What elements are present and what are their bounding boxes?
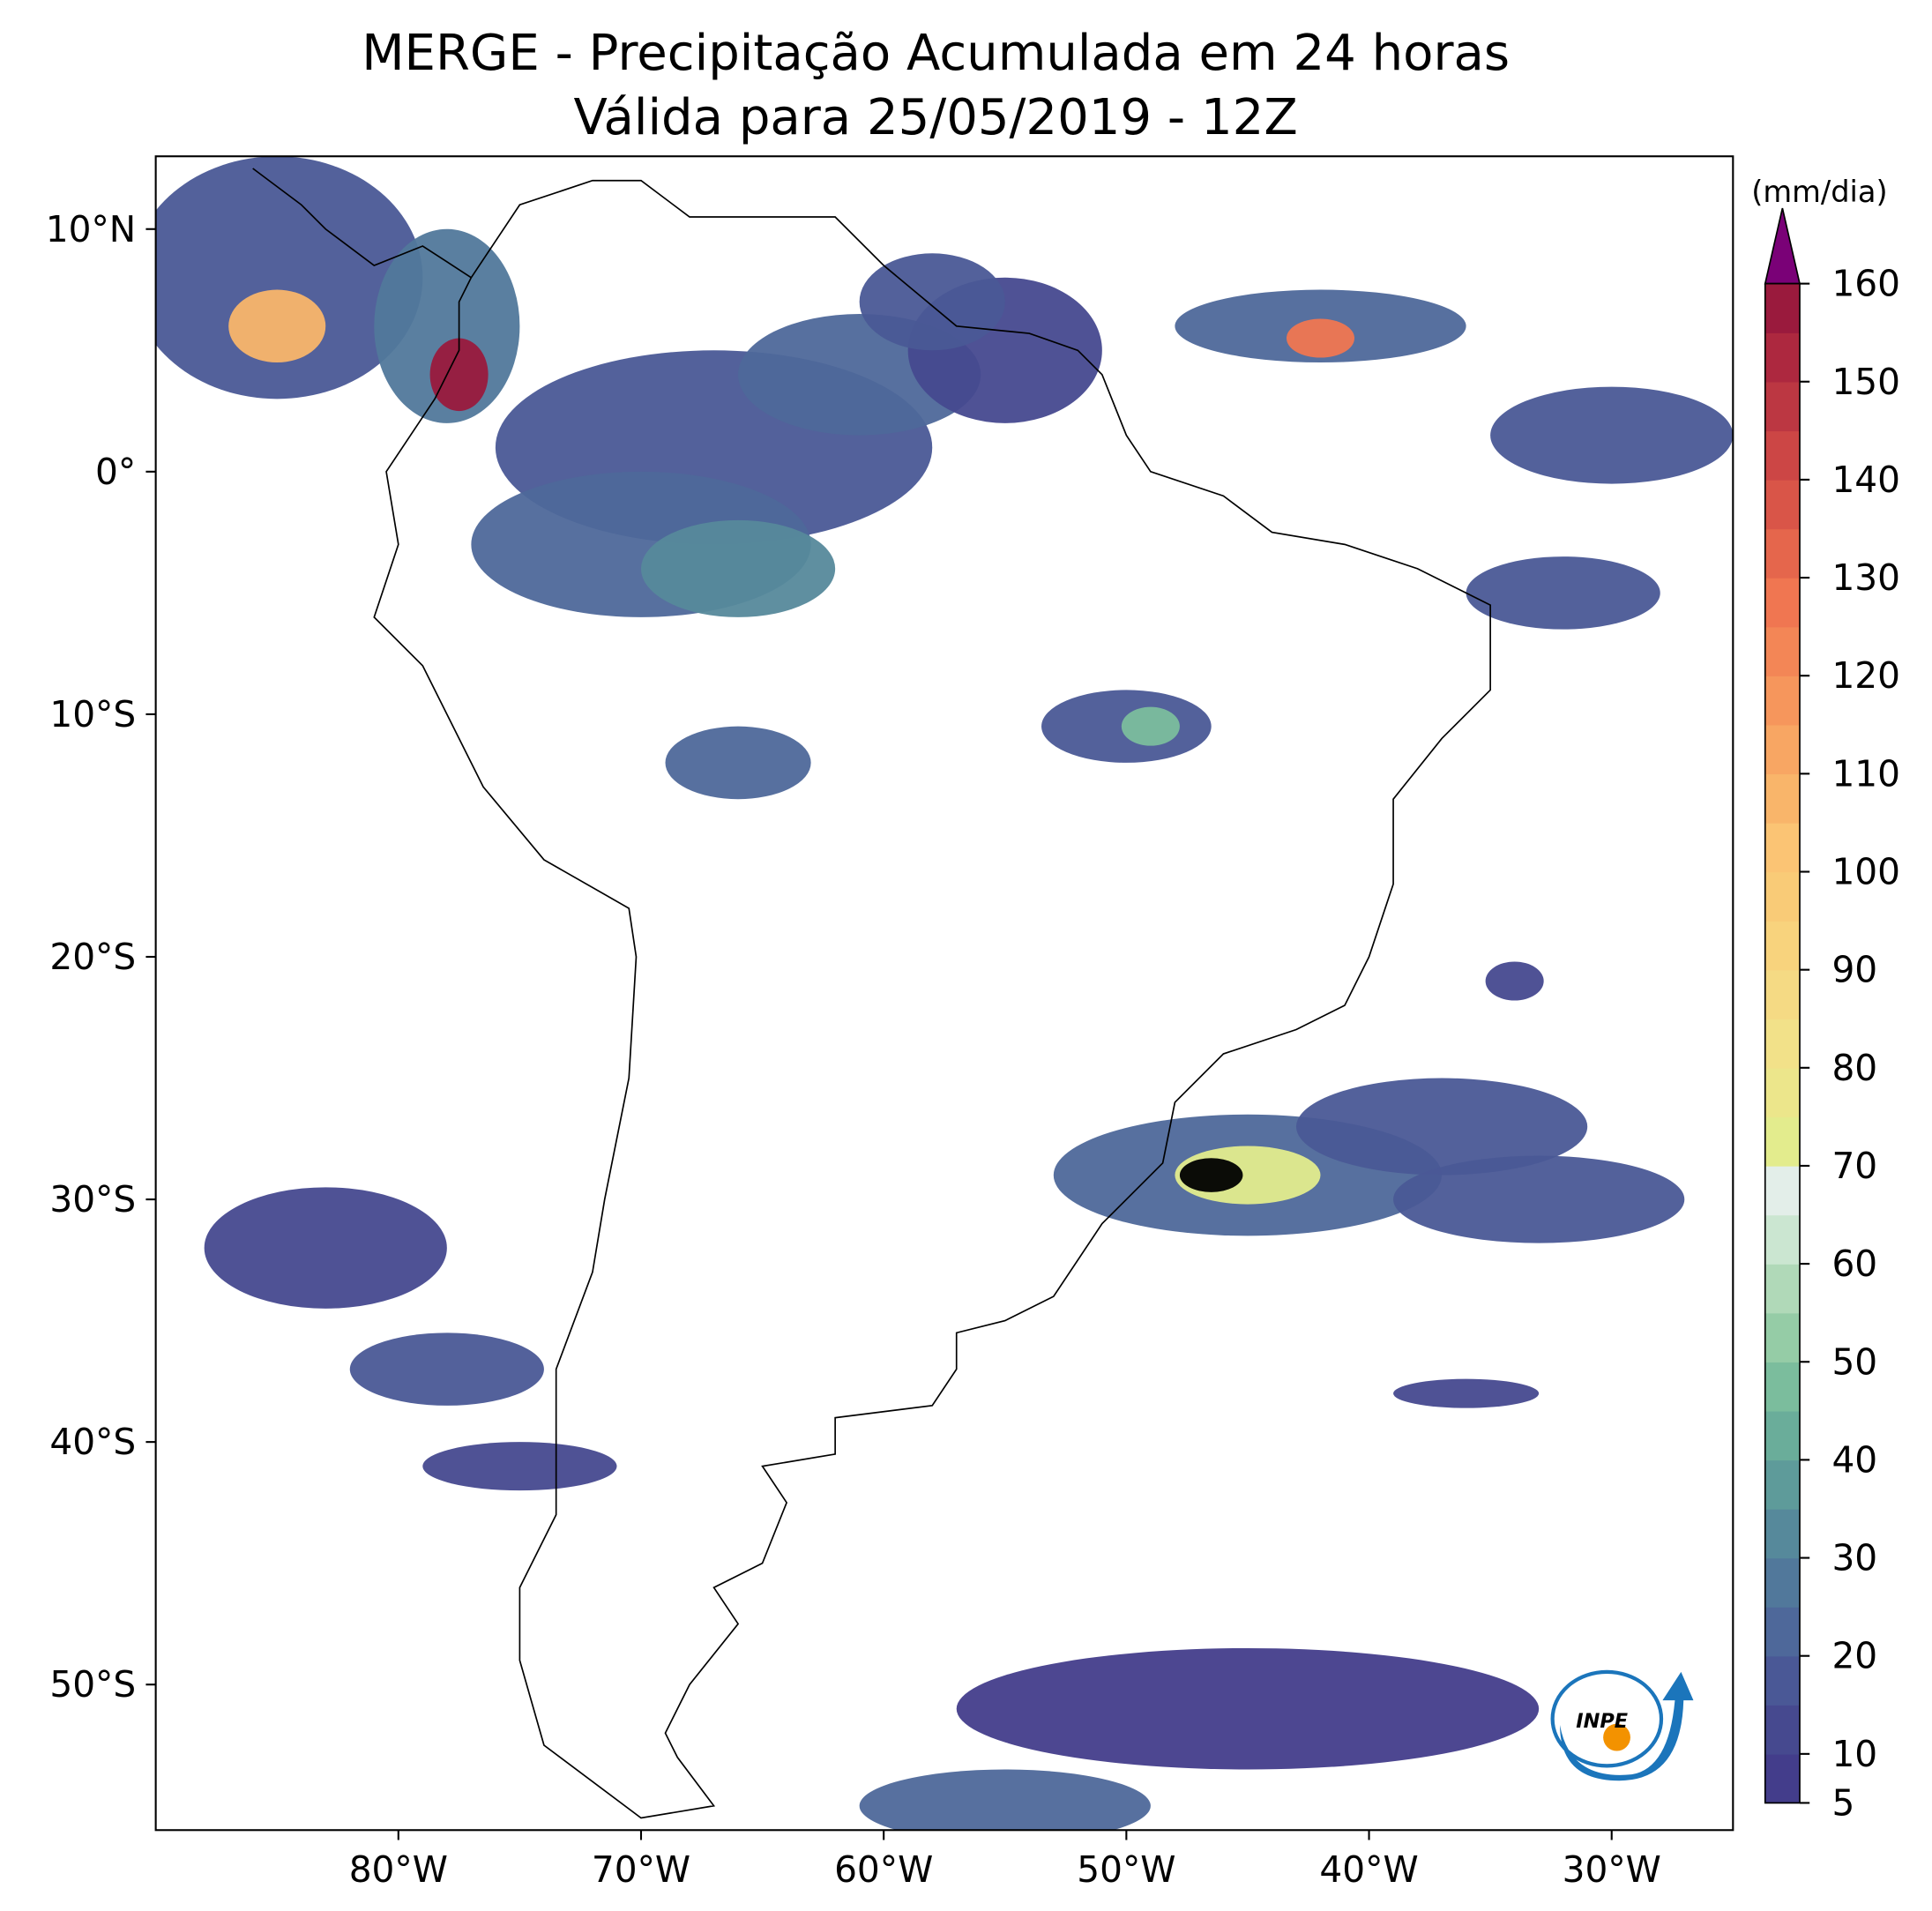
colorbar-tick-label: 80 xyxy=(1831,1047,1877,1089)
colorbar-band xyxy=(1764,1214,1801,1265)
precip-patch xyxy=(1466,556,1660,630)
precip-patch xyxy=(859,253,1005,351)
colorbar-band xyxy=(1764,724,1801,775)
colorbar-band xyxy=(1764,676,1801,726)
colorbar-band xyxy=(1764,969,1801,1019)
y-tick-label: 0° xyxy=(95,451,136,493)
coastline xyxy=(373,179,1491,1819)
precip-patch xyxy=(1485,961,1544,1001)
precip-patch xyxy=(155,156,423,399)
colorbar-band xyxy=(1764,1508,1801,1559)
colorbar-tick-label: 160 xyxy=(1831,263,1900,305)
logo: INPE xyxy=(1550,1669,1694,1781)
colorbar-band xyxy=(1764,528,1801,579)
colorbar-band xyxy=(1764,1362,1801,1412)
y-tick-label: 10°S xyxy=(49,693,136,735)
colorbar-band xyxy=(1764,1165,1801,1216)
colorbar-band xyxy=(1764,283,1801,333)
x-tick-label: 30°W xyxy=(1563,1848,1661,1891)
y-tick-label: 10°N xyxy=(46,208,136,250)
colorbar-extension xyxy=(1764,207,1801,285)
colorbar-tick-label: 140 xyxy=(1831,459,1900,501)
colorbar-band xyxy=(1764,1067,1801,1118)
precip-patch xyxy=(429,338,489,412)
colorbar-band xyxy=(1764,1264,1801,1314)
colorbar-label: (mm/dia) xyxy=(1751,175,1887,209)
colorbar-tick-label: 90 xyxy=(1831,949,1877,991)
precip-patch xyxy=(228,289,326,363)
colorbar-band xyxy=(1764,1557,1801,1608)
colorbar-band xyxy=(1764,626,1801,676)
precip-patch xyxy=(1286,318,1355,358)
map-frame xyxy=(154,155,1734,1832)
colorbar-band xyxy=(1764,1655,1801,1706)
coastline xyxy=(252,168,472,279)
title-line: Válida para 25/05/2019 - 12Z xyxy=(574,89,1298,146)
precip-patch xyxy=(859,1769,1151,1831)
y-tick-label: 50°S xyxy=(49,1663,136,1706)
logo-ring xyxy=(1550,1669,1664,1768)
colorbar-band xyxy=(1764,1607,1801,1657)
colorbar-band xyxy=(1764,430,1801,481)
colorbar-band xyxy=(1764,1410,1801,1461)
colorbar-tick-label: 60 xyxy=(1831,1243,1877,1285)
precip-patch xyxy=(1393,1155,1685,1243)
logo-arrow xyxy=(1560,1671,1694,1781)
precip-patch xyxy=(640,519,836,617)
colorbar-tick-label: 10 xyxy=(1831,1733,1877,1775)
precip-patch xyxy=(1490,386,1734,484)
colorbar-band xyxy=(1764,381,1801,432)
x-tick-label: 70°W xyxy=(592,1848,690,1891)
colorbar-tick-label: 50 xyxy=(1831,1340,1877,1383)
logo-dot xyxy=(1603,1723,1630,1751)
precip-patch xyxy=(204,1187,447,1309)
precip-patch xyxy=(349,1332,544,1406)
colorbar-tick-label: 70 xyxy=(1831,1145,1877,1187)
colorbar-band xyxy=(1764,1705,1801,1755)
precip-patch xyxy=(956,1647,1540,1770)
colorbar-tick-label: 150 xyxy=(1831,361,1900,403)
x-tick-label: 80°W xyxy=(349,1848,448,1891)
colorbar-tick-label: 130 xyxy=(1831,556,1900,599)
colorbar-tick-label: 20 xyxy=(1831,1635,1877,1677)
colorbar-band xyxy=(1764,1019,1801,1069)
precip-patch xyxy=(1393,1378,1540,1408)
y-tick-label: 30°S xyxy=(49,1178,136,1221)
colorbar-band xyxy=(1764,822,1801,873)
precip-patch xyxy=(1179,1158,1243,1192)
colorbar-tick-label: 100 xyxy=(1831,851,1900,893)
colorbar-band xyxy=(1764,921,1801,971)
colorbar-band xyxy=(1764,1753,1801,1804)
colorbar-band xyxy=(1764,332,1801,383)
colorbar-band xyxy=(1764,578,1801,628)
precip-patch xyxy=(422,1442,617,1491)
map-area xyxy=(155,156,1734,1831)
colorbar-tick-label: 5 xyxy=(1831,1781,1854,1824)
colorbar-frame xyxy=(1764,282,1801,1804)
colorbar-band xyxy=(1764,773,1801,824)
precip-patch xyxy=(1295,1078,1588,1176)
colorbar-band xyxy=(1764,1312,1801,1362)
x-tick-label: 40°W xyxy=(1319,1848,1418,1891)
colorbar-tick-label: 30 xyxy=(1831,1537,1877,1579)
logo-text: INPE xyxy=(1576,1710,1629,1733)
y-tick-label: 40°S xyxy=(49,1421,136,1463)
colorbar-tick-label: 120 xyxy=(1831,654,1900,697)
colorbar-band xyxy=(1764,479,1801,530)
colorbar-tick-label: 40 xyxy=(1831,1438,1877,1481)
precip-patch xyxy=(1121,706,1180,746)
colorbar-band xyxy=(1764,1116,1801,1167)
x-tick-label: 50°W xyxy=(1077,1848,1175,1891)
title-line: MERGE - Precipitação Acumulada em 24 hor… xyxy=(362,25,1510,82)
x-tick-label: 60°W xyxy=(834,1848,933,1891)
colorbar-tick-label: 110 xyxy=(1831,752,1900,795)
colorbar-band xyxy=(1764,1459,1801,1510)
colorbar-band xyxy=(1764,871,1801,922)
precip-patch xyxy=(665,726,811,800)
y-tick-label: 20°S xyxy=(49,936,136,978)
